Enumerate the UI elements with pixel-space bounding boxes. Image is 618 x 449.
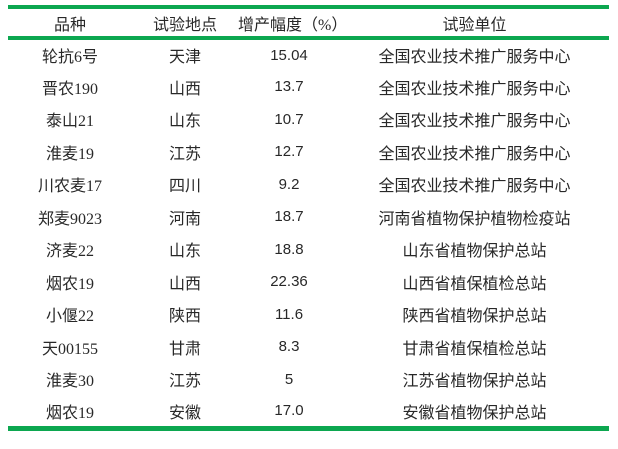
cell-unit: 江苏省植物保护总站 [402, 373, 547, 391]
header-unit: 试验单位 [442, 16, 507, 34]
cell-unit: 全国农业技术推广服务中心 [378, 145, 571, 163]
cell-unit: 全国农业技术推广服务中心 [378, 113, 571, 131]
cell-unit: 安徽省植物保护总站 [402, 404, 547, 422]
header-variety: 品种 [53, 16, 86, 34]
cell-increase: 9.2 [278, 175, 300, 193]
trial-results-table: 品种 试验地点 增产幅度（%） 试验单位 轮抗6号 天津 15.04 全国农业技术推广… [8, 5, 609, 431]
cell-variety: 晋农190 [41, 80, 98, 98]
cell-variety: 川农麦17 [37, 178, 102, 196]
table-row: 川农麦17 四川 9.2 全国农业技术推广服务中心 [8, 168, 609, 201]
table-header: 品种 试验地点 增产幅度（%） 试验单位 [8, 7, 609, 38]
cell-increase: 18.7 [274, 208, 304, 226]
cell-unit: 全国农业技术推广服务中心 [378, 80, 571, 98]
cell-variety: 泰山21 [45, 113, 94, 131]
cell-location: 天津 [168, 49, 201, 67]
table-row: 淮麦30 江苏 5 江苏省植物保护总站 [8, 363, 609, 396]
cell-increase: 17.0 [274, 402, 304, 419]
table-row: 轮抗6号 天津 15.04 全国农业技术推广服务中心 [8, 38, 609, 71]
cell-unit: 甘肃省植保植检总站 [402, 340, 547, 358]
cell-variety: 淮麦19 [45, 145, 94, 163]
table-row: 天00155 甘肃 8.3 甘肃省植保植检总站 [8, 331, 609, 364]
cell-unit: 山东省植物保护总站 [402, 243, 547, 261]
table-body: 轮抗6号 天津 15.04 全国农业技术推广服务中心 晋农190 山西 13.7 全国农业技术… [8, 38, 609, 428]
cell-increase: 12.7 [274, 143, 304, 161]
cell-variety: 小偃22 [45, 308, 94, 326]
cell-increase: 11.6 [274, 305, 304, 323]
cell-variety: 淮麦30 [45, 373, 94, 391]
cell-unit: 全国农业技术推广服务中心 [378, 49, 571, 67]
cell-location: 山东 [168, 243, 201, 261]
cell-location: 安徽 [168, 404, 201, 422]
table-row: 济麦22 山东 18.8 山东省植物保护总站 [8, 233, 609, 266]
cell-unit: 陕西省植物保护总站 [402, 308, 547, 326]
cell-location: 江苏 [168, 145, 201, 163]
cell-unit: 河南省植物保护植物检疫站 [378, 210, 571, 228]
cell-location: 甘肃 [168, 340, 201, 358]
cell-variety: 济麦22 [45, 243, 94, 261]
cell-increase: 18.8 [274, 240, 304, 258]
table-row: 郑麦9023 河南 18.7 河南省植物保护植物检疫站 [8, 201, 609, 234]
cell-increase: 8.3 [278, 338, 300, 356]
cell-increase: 10.7 [274, 110, 304, 128]
cell-location: 江苏 [168, 373, 201, 391]
cell-increase: 13.7 [274, 78, 304, 96]
cell-location: 山西 [168, 275, 201, 293]
cell-unit: 山西省植保植检总站 [402, 275, 547, 293]
table-row: 淮麦19 江苏 12.7 全国农业技术推广服务中心 [8, 136, 609, 169]
cell-location: 山东 [168, 113, 201, 131]
cell-variety: 烟农19 [45, 404, 94, 422]
cell-location: 山西 [168, 80, 201, 98]
header-increase: 增产幅度（%） [238, 16, 348, 34]
cell-location: 河南 [168, 210, 201, 228]
cell-variety: 烟农19 [45, 275, 94, 293]
cell-increase: 22.36 [270, 273, 308, 291]
cell-variety: 天00155 [41, 340, 98, 358]
cell-increase: 5 [284, 370, 294, 388]
header-location: 试验地点 [152, 16, 217, 34]
table-row: 晋农190 山西 13.7 全国农业技术推广服务中心 [8, 71, 609, 104]
trial-results-table-container: 品种 试验地点 增产幅度（%） 试验单位 轮抗6号 天津 15.04 全国农业技术推广… [8, 5, 609, 431]
cell-variety: 郑麦9023 [37, 210, 102, 228]
table-row: 小偃22 陕西 11.6 陕西省植物保护总站 [8, 298, 609, 331]
cell-variety: 轮抗6号 [41, 49, 98, 67]
table-row: 烟农19 安徽 17.0 安徽省植物保护总站 [8, 396, 609, 429]
cell-increase: 15.04 [270, 46, 308, 64]
cell-location: 陕西 [168, 308, 201, 326]
table-row: 泰山21 山东 10.7 全国农业技术推广服务中心 [8, 103, 609, 136]
cell-location: 四川 [168, 178, 201, 196]
table-header-row: 品种 试验地点 增产幅度（%） 试验单位 [8, 7, 609, 38]
cell-unit: 全国农业技术推广服务中心 [378, 178, 571, 196]
table-row: 烟农19 山西 22.36 山西省植保植检总站 [8, 266, 609, 299]
